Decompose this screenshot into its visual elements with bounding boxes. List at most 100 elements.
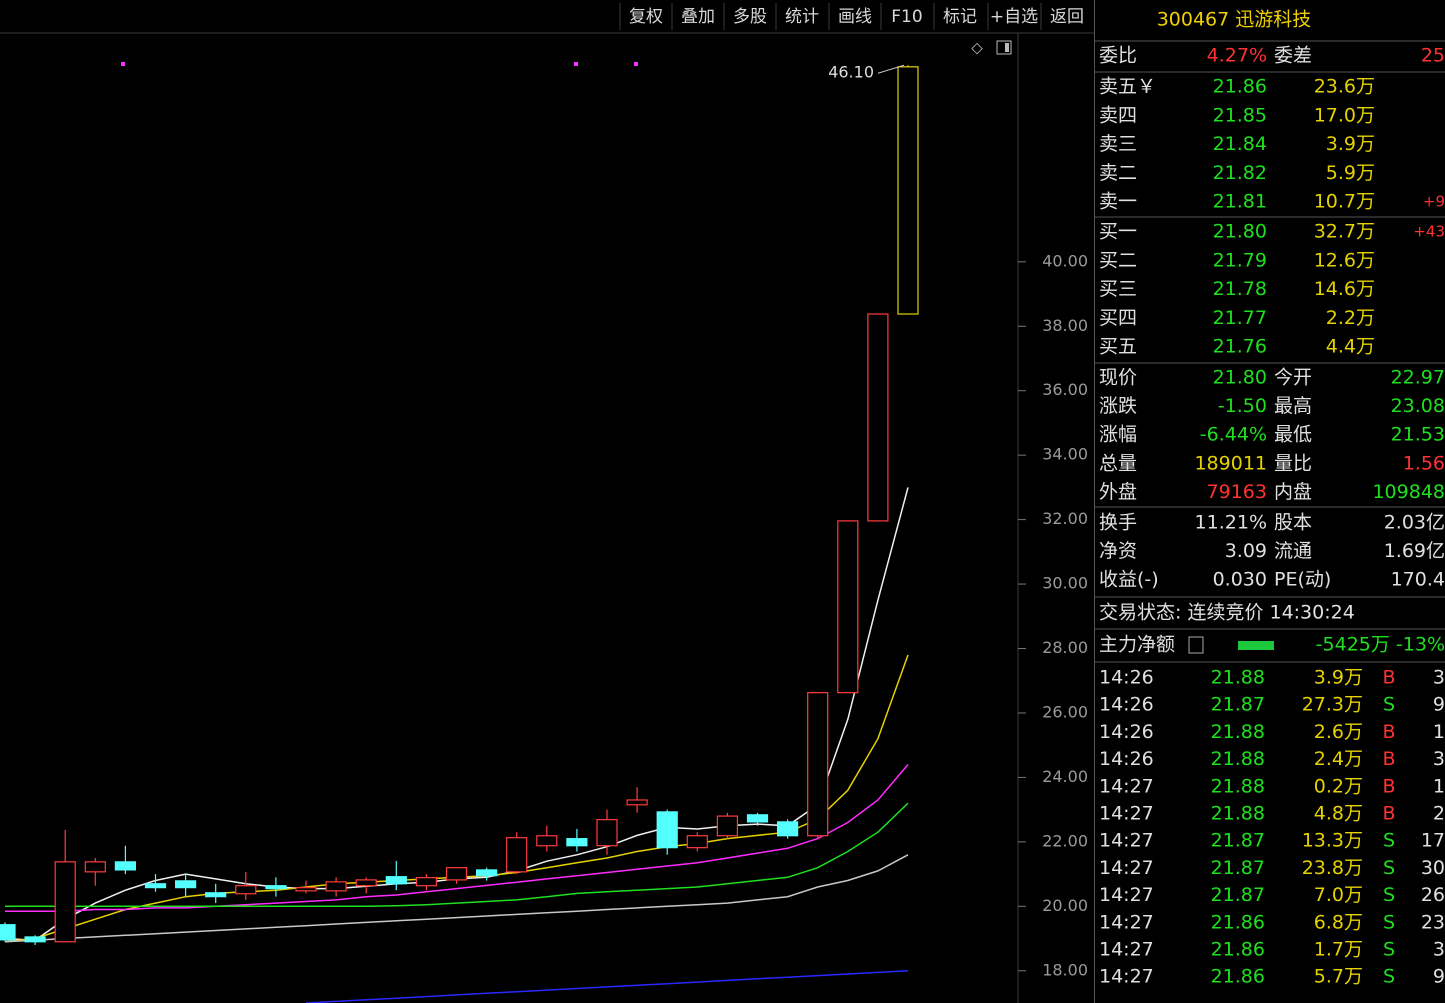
- toolbar-label[interactable]: 标记: [943, 7, 977, 27]
- stat-label: 量比: [1274, 452, 1312, 474]
- stat-value: 109848: [1372, 481, 1445, 503]
- candle-body: [686, 835, 708, 849]
- order-volume: 10.7万: [1314, 191, 1375, 213]
- toolbar-label[interactable]: 多股: [733, 7, 767, 27]
- order-price: 21.76: [1213, 336, 1267, 358]
- annotation: 46.10: [828, 63, 874, 82]
- stock-title: 300467 迅游科技: [1157, 9, 1312, 31]
- stat-label: 内盘: [1274, 481, 1312, 503]
- stat-value: 21.53: [1391, 424, 1445, 446]
- tick-count: 2: [1433, 803, 1445, 825]
- tick-count: 30: [1421, 857, 1445, 879]
- tick-volume: 23.8万: [1302, 857, 1363, 879]
- tick-count: 17: [1421, 830, 1445, 852]
- candle-body: [295, 887, 317, 892]
- order-level: 买五: [1099, 336, 1137, 358]
- order-volume: 3.9万: [1326, 133, 1375, 155]
- toolbar: 复权 叠加 多股 统计 画线 F10 标记 +自选 返回: [619, 2, 1092, 30]
- toolbar-label[interactable]: 复权: [629, 7, 663, 27]
- tick-price: 21.88: [1211, 721, 1265, 743]
- toolbar-button[interactable]: [830, 2, 880, 30]
- main-flow-label: 主力净额: [1099, 634, 1175, 656]
- order-level: 买四: [1099, 307, 1137, 329]
- order-volume: 17.0万: [1314, 104, 1375, 126]
- toolbar-label[interactable]: 返回: [1050, 7, 1084, 27]
- stat-label: 总量: [1099, 452, 1137, 474]
- tick-time: 14:27: [1099, 966, 1154, 988]
- candle-body: [175, 880, 197, 889]
- y-tick-label: 38.00: [1042, 316, 1088, 335]
- annotation-leader: [877, 64, 905, 74]
- stat-label: 净资: [1099, 540, 1137, 562]
- toolbar-label[interactable]: F10: [891, 7, 922, 27]
- order-price: 21.82: [1213, 162, 1267, 184]
- stat-value: 21.80: [1213, 367, 1267, 389]
- y-tick-label: 28.00: [1042, 638, 1088, 657]
- toolbar-button[interactable]: [673, 2, 723, 30]
- y-tick-label: 40.00: [1042, 251, 1088, 270]
- tick-volume: 1.7万: [1314, 939, 1363, 961]
- candle-body: [506, 837, 528, 873]
- toolbar-button[interactable]: [1042, 2, 1092, 30]
- stat-label: 今开: [1274, 367, 1312, 389]
- toolbar-label[interactable]: 统计: [785, 7, 819, 27]
- toolbar-button[interactable]: [621, 2, 671, 30]
- tick-time: 14:27: [1099, 884, 1154, 906]
- tick-side: S: [1383, 830, 1395, 852]
- tick-time: 14:26: [1099, 721, 1154, 743]
- tick-price: 21.87: [1211, 884, 1265, 906]
- main-flow-bar: [1238, 641, 1274, 650]
- tick-time: 14:26: [1099, 748, 1154, 770]
- toolbar-label[interactable]: 画线: [838, 7, 872, 27]
- tick-time: 14:26: [1099, 667, 1154, 689]
- tick-price: 21.86: [1211, 966, 1265, 988]
- candle-body: [626, 799, 648, 806]
- candle-body: [235, 885, 257, 895]
- stat-value: 0.030: [1213, 569, 1267, 591]
- tick-price: 21.88: [1211, 775, 1265, 797]
- tick-volume: 6.8万: [1314, 911, 1363, 933]
- tick-side: B: [1382, 748, 1395, 770]
- stat-label: PE(动): [1274, 569, 1331, 591]
- toolbar-button[interactable]: [989, 2, 1039, 30]
- tick-time: 14:26: [1099, 694, 1154, 716]
- stat-label: 最低: [1274, 424, 1312, 446]
- y-tick-label: 26.00: [1042, 702, 1088, 721]
- toolbar-button[interactable]: [935, 2, 985, 30]
- event-marker: [634, 62, 638, 66]
- tick-price: 21.86: [1211, 939, 1265, 961]
- tick-time: 14:27: [1099, 939, 1154, 961]
- stat-value: 1.69亿: [1384, 540, 1445, 562]
- order-volume: 32.7万: [1314, 221, 1375, 243]
- tick-time: 14:27: [1099, 775, 1154, 797]
- candle-body: [325, 881, 347, 892]
- tick-side: S: [1383, 857, 1395, 879]
- tick-count: 3: [1433, 939, 1445, 961]
- main-flow-icon: [1188, 636, 1204, 654]
- tick-side: B: [1382, 667, 1395, 689]
- tick-count: 9: [1433, 694, 1445, 716]
- candle-body: [114, 861, 137, 871]
- y-tick-label: 22.00: [1042, 831, 1088, 850]
- y-tick-label: 34.00: [1042, 445, 1088, 464]
- toolbar-label[interactable]: +自选: [990, 7, 1038, 27]
- panel-icon[interactable]: [996, 40, 1012, 55]
- diamond-icon[interactable]: ◇: [971, 39, 983, 57]
- order-volume: 23.6万: [1314, 76, 1375, 98]
- tick-time: 14:27: [1099, 857, 1154, 879]
- y-tick-label: 18.00: [1042, 960, 1088, 979]
- order-change: +43: [1413, 223, 1445, 241]
- toolbar-button[interactable]: [777, 2, 827, 30]
- tick-side: B: [1382, 721, 1395, 743]
- candle-body: [24, 936, 46, 943]
- toolbar-button[interactable]: [725, 2, 775, 30]
- stat-value: 79163: [1207, 481, 1267, 503]
- value: 25: [1421, 45, 1445, 67]
- toolbar-button[interactable]: [882, 2, 932, 30]
- toolbar-label[interactable]: 叠加: [681, 7, 715, 27]
- candle-body: [746, 814, 769, 823]
- candle-body: [144, 883, 167, 889]
- stat-value: 22.97: [1391, 367, 1445, 389]
- stat-value: -6.44%: [1200, 424, 1267, 446]
- candle-body: [54, 861, 76, 943]
